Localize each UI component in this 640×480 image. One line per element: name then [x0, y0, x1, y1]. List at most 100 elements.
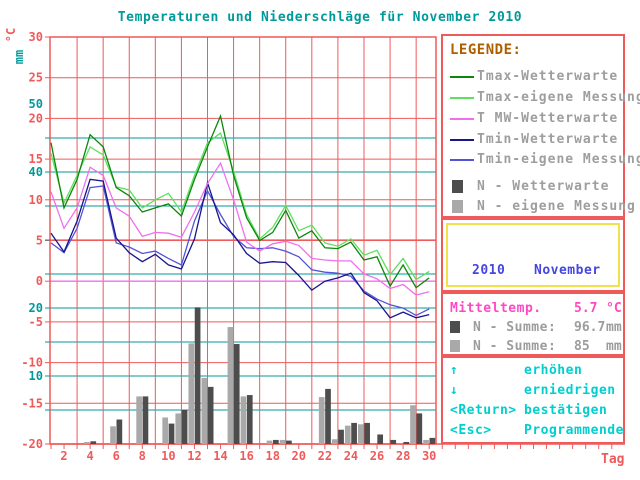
svg-text:14: 14	[213, 449, 227, 463]
svg-text:26: 26	[370, 449, 384, 463]
precip-axis-unit-label: mm	[12, 49, 27, 65]
x-axis-labels: 2 4 6 8 10 12 14 16 18 20 22 24 26 28 30	[60, 449, 436, 463]
svg-text:4: 4	[87, 449, 94, 463]
temp-line-tmin-eigene-messung	[50, 185, 430, 317]
svg-text:22: 22	[318, 449, 332, 463]
command-action-label: erhöhen	[524, 363, 583, 378]
period-year: 2010	[472, 263, 506, 278]
temp-gridlines	[50, 37, 436, 444]
svg-text:-10: -10	[21, 356, 43, 370]
legend-item-tmin-wetterwarte: Tmin-Wetterwarte	[443, 132, 623, 148]
svg-text:8: 8	[139, 449, 146, 463]
command-row-programmende: <Esc> Programmende	[443, 423, 623, 443]
command-row-erhöhen: ↑ erhöhen	[443, 363, 623, 383]
legend-item-n-eigene-messung: N - eigene Messung	[443, 199, 635, 215]
command-action-label: bestätigen	[524, 403, 608, 418]
period-inner-frame: 2010 November	[446, 223, 620, 287]
svg-text:10: 10	[29, 193, 43, 207]
page-title: Temperaturen und Niederschläge für Novem…	[117, 10, 523, 25]
legend-item-n-wetterwarte: N - Wetterwarte	[443, 179, 623, 195]
svg-text:-15: -15	[21, 396, 43, 410]
key-label: <Esc>	[450, 423, 492, 438]
temp-line-tmin-wetterwarte	[50, 178, 430, 319]
legend-item-label: Tmin-Wetterwarte	[477, 132, 619, 147]
svg-text:0: 0	[36, 274, 43, 288]
precip-sum-label: N - Summe:	[473, 339, 557, 354]
mean-temp-row: Mitteltemp. 5.7 °C	[443, 301, 623, 317]
mean-temp-label: Mitteltemp.	[450, 301, 542, 316]
legend-item-label: N - Wetterwarte	[477, 179, 610, 194]
precip-sum-unit: mm	[606, 339, 622, 354]
stats-panel: Mitteltemp. 5.7 °C N - Summe: 96.7 mm N …	[441, 292, 625, 356]
svg-text:30: 30	[29, 30, 43, 44]
precip-sum-unit: mm	[606, 320, 622, 335]
precip-sum-row-eigene: N - Summe: 85 mm	[443, 339, 623, 355]
legend-line-swatch	[450, 97, 474, 99]
svg-text:5: 5	[36, 234, 43, 248]
legend-item-tmin-eigene-messung: Tmin-eigene Messung	[443, 152, 640, 168]
legend-title: LEGENDE:	[450, 42, 522, 58]
arrow-up-icon: ↑	[450, 363, 459, 378]
legend-bar-swatch	[452, 180, 463, 193]
command-action-label: Programmende	[524, 423, 624, 438]
key-commands-panel: ↑ erhöhen ↓ erniedrigen <Return> bestätigen <E…	[441, 356, 625, 444]
precip-bars-eigene-messung	[84, 327, 429, 444]
precip-sum-row-wetterwarte: N - Summe: 96.7 mm	[443, 320, 623, 336]
svg-text:-5: -5	[29, 315, 43, 329]
legend-item-label: Tmin-eigene Messung	[477, 152, 640, 167]
legend-item-t-mw-wetterwarte: T MW-Wetterwarte	[443, 111, 623, 127]
command-row-bestätigen: <Return> bestätigen	[443, 403, 623, 423]
period-month: November	[534, 263, 601, 278]
legend-line-swatch	[450, 76, 474, 78]
svg-text:25: 25	[29, 71, 43, 85]
legend-item-tmax-wetterwarte: Tmax-Wetterwarte	[443, 69, 623, 85]
key-label: <Return>	[450, 403, 517, 418]
svg-text:20: 20	[292, 449, 306, 463]
svg-text:28: 28	[396, 449, 410, 463]
precip-sum-value: 96.7	[574, 320, 606, 335]
legend-panel: LEGENDE: Tmax-Wetterwarte Tmax-eigene Mes…	[441, 34, 640, 218]
legend-item-label: Tmax-Wetterwarte	[477, 69, 619, 84]
left-axis-ticks	[45, 36, 50, 445]
temp-line-t-mw-wetterwarte	[50, 161, 430, 296]
svg-text:15: 15	[29, 152, 43, 166]
legend-line-swatch	[450, 159, 474, 161]
svg-text:16: 16	[239, 449, 253, 463]
dark-bar-swatch	[450, 321, 460, 333]
temp-line-tmax-wetterwarte	[50, 113, 430, 289]
legend-item-label: Tmax-eigene Messung	[477, 90, 640, 105]
light-bar-swatch	[450, 340, 460, 352]
svg-text:12: 12	[187, 449, 201, 463]
precip-gridlines	[50, 137, 436, 411]
svg-text:20: 20	[29, 111, 43, 125]
legend-line-swatch	[450, 139, 474, 141]
temp-axis-unit-label: °C	[4, 27, 19, 43]
legend-line-swatch	[450, 118, 474, 120]
svg-text:40: 40	[29, 165, 43, 179]
svg-text:10: 10	[161, 449, 175, 463]
period-panel: 2010 November	[441, 218, 625, 292]
command-row-erniedrigen: ↓ erniedrigen	[443, 383, 623, 403]
precip-sum-label: N - Summe:	[473, 320, 557, 335]
svg-text:30: 30	[422, 449, 436, 463]
svg-text:50: 50	[29, 97, 43, 111]
legend-item-label: T MW-Wetterwarte	[477, 111, 619, 126]
mean-temp-value: 5.7	[574, 301, 598, 316]
legend-item-tmax-eigene-messung: Tmax-eigene Messung	[443, 90, 640, 106]
precip-bars-wetterwarte	[90, 307, 436, 444]
command-action-label: erniedrigen	[524, 383, 616, 398]
svg-text:2: 2	[60, 449, 67, 463]
svg-text:24: 24	[344, 449, 358, 463]
svg-text:6: 6	[113, 449, 120, 463]
precip-sum-value: 85	[574, 339, 590, 354]
mean-temp-unit: °C	[606, 301, 622, 316]
arrow-down-icon: ↓	[450, 383, 459, 398]
svg-text:-20: -20	[21, 437, 43, 451]
svg-text:20: 20	[29, 301, 43, 315]
legend-bar-swatch	[452, 200, 463, 213]
svg-text:10: 10	[29, 369, 43, 383]
